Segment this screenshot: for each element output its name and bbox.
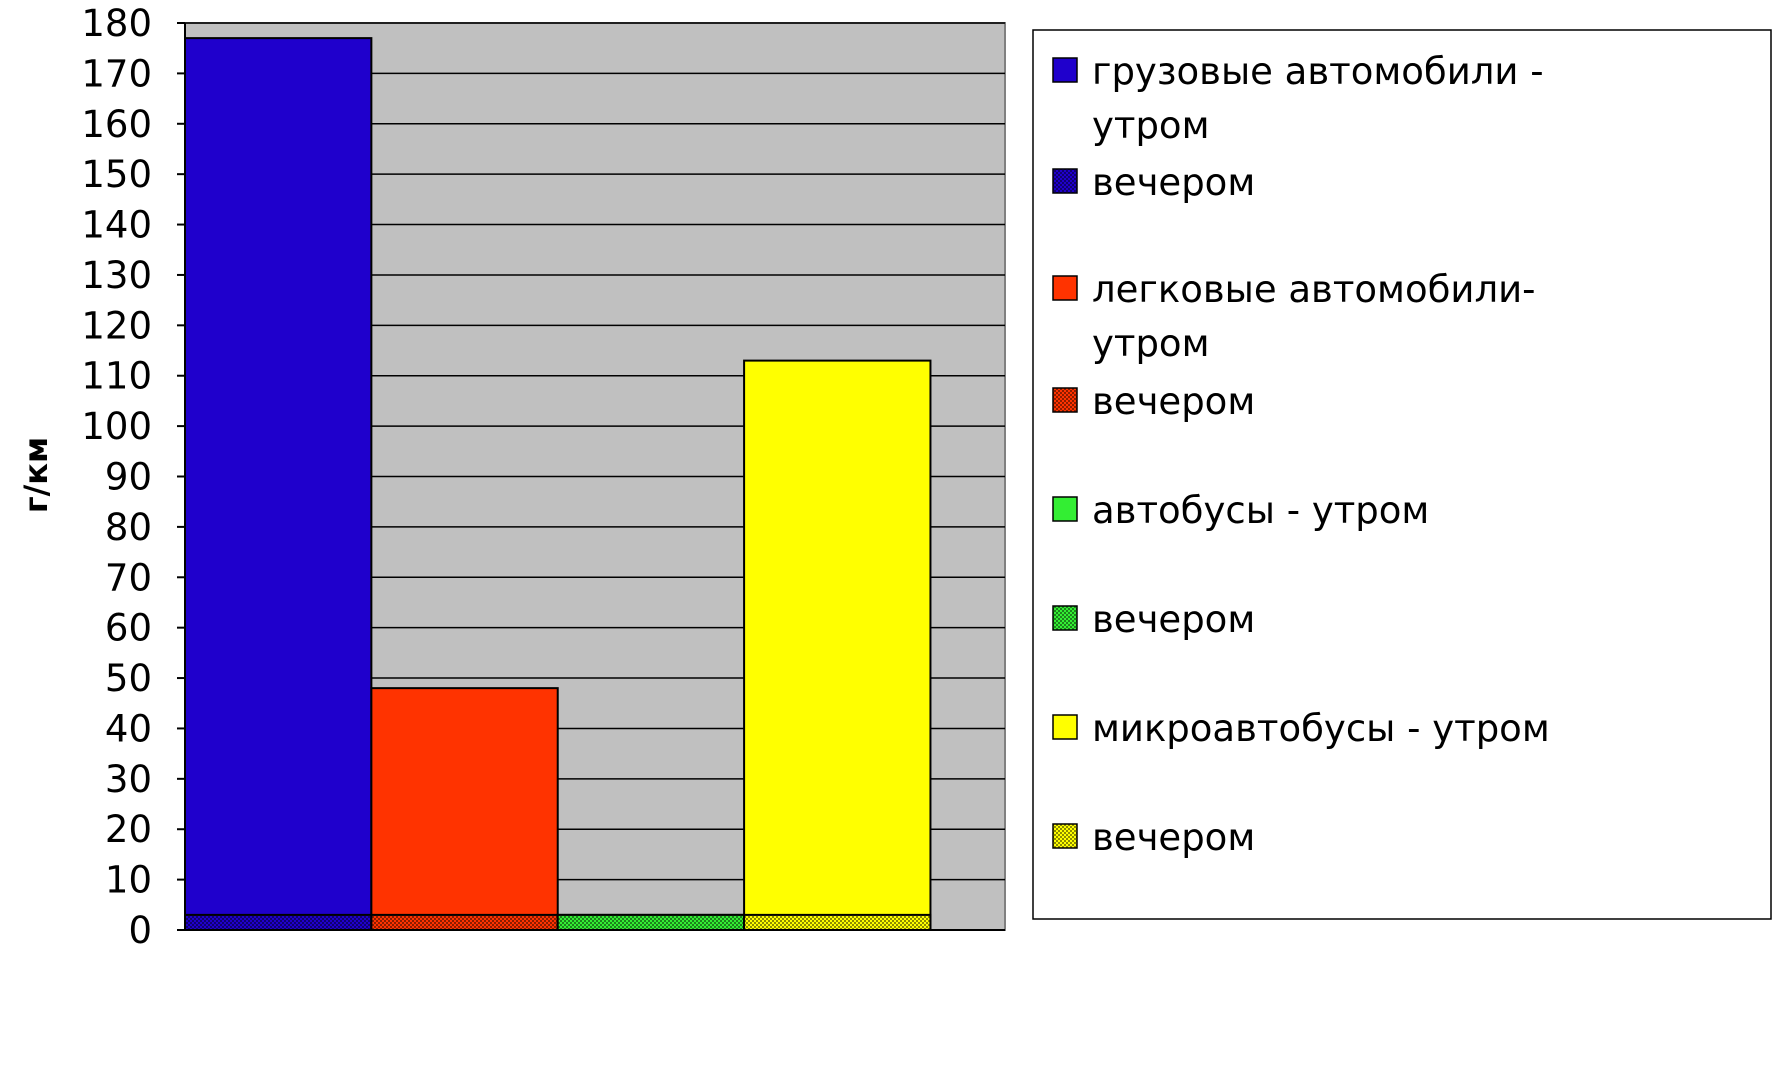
bar-2 (370, 687, 559, 932)
bar-1 (184, 913, 373, 932)
y-tick-label: 10 (105, 859, 152, 902)
legend-swatch (1052, 168, 1078, 194)
y-tick-label: 70 (105, 556, 152, 599)
legend-box (1032, 29, 1772, 920)
legend-label: микроавтобусы - утром (1092, 707, 1550, 750)
y-axis-label: г/км (17, 437, 55, 513)
bar-0 (184, 37, 373, 932)
legend: грузовые автомобили -утром вечером легковы… (1032, 29, 1772, 920)
y-tick-label: 80 (105, 506, 152, 549)
bar-5 (556, 913, 746, 932)
legend-label: вечером (1092, 816, 1255, 859)
legend-label: грузовые автомобили -утром (1092, 50, 1544, 147)
y-tick-label: 40 (105, 707, 152, 750)
y-tick-label: 160 (81, 103, 152, 146)
y-axis: 0 10 20 30 40 50 60 70 80 90 100 110 120 130 140 150 160… (81, 2, 1005, 952)
y-tick-label: 130 (81, 254, 152, 297)
legend-label: автобусы - утром (1092, 489, 1429, 532)
y-tick-label: 0 (128, 909, 152, 952)
y-tick-label: 150 (81, 153, 152, 196)
legend-swatch (1052, 275, 1078, 301)
legend-swatch (1052, 387, 1078, 413)
legend-swatch (1052, 496, 1078, 522)
legend-label: вечером (1092, 161, 1255, 204)
y-tick-label: 140 (81, 204, 152, 247)
bar-7 (743, 913, 932, 932)
y-tick-label: 120 (81, 304, 152, 347)
bar-3 (370, 913, 559, 932)
bar-6 (743, 359, 932, 932)
y-tick-label: 180 (81, 2, 152, 45)
legend-swatch (1052, 57, 1078, 83)
legend-label: легковые автомобили-утром (1092, 268, 1536, 365)
y-tick-label: 110 (81, 355, 152, 398)
legend-swatch (1052, 605, 1078, 631)
y-tick-label: 170 (81, 52, 152, 95)
y-tick-label: 20 (105, 808, 152, 851)
y-tick-label: 50 (105, 657, 152, 700)
y-tick-label: 60 (105, 607, 152, 650)
y-axis-label-group: г/км (17, 437, 55, 513)
legend-label: вечером (1092, 380, 1255, 423)
y-tick-label: 100 (81, 405, 152, 448)
legend-label: вечером (1092, 598, 1255, 641)
y-tick-label: 30 (105, 758, 152, 801)
legend-swatch (1052, 714, 1078, 740)
y-tick-label: 90 (105, 456, 152, 499)
bars (184, 37, 932, 932)
legend-swatch (1052, 823, 1078, 849)
